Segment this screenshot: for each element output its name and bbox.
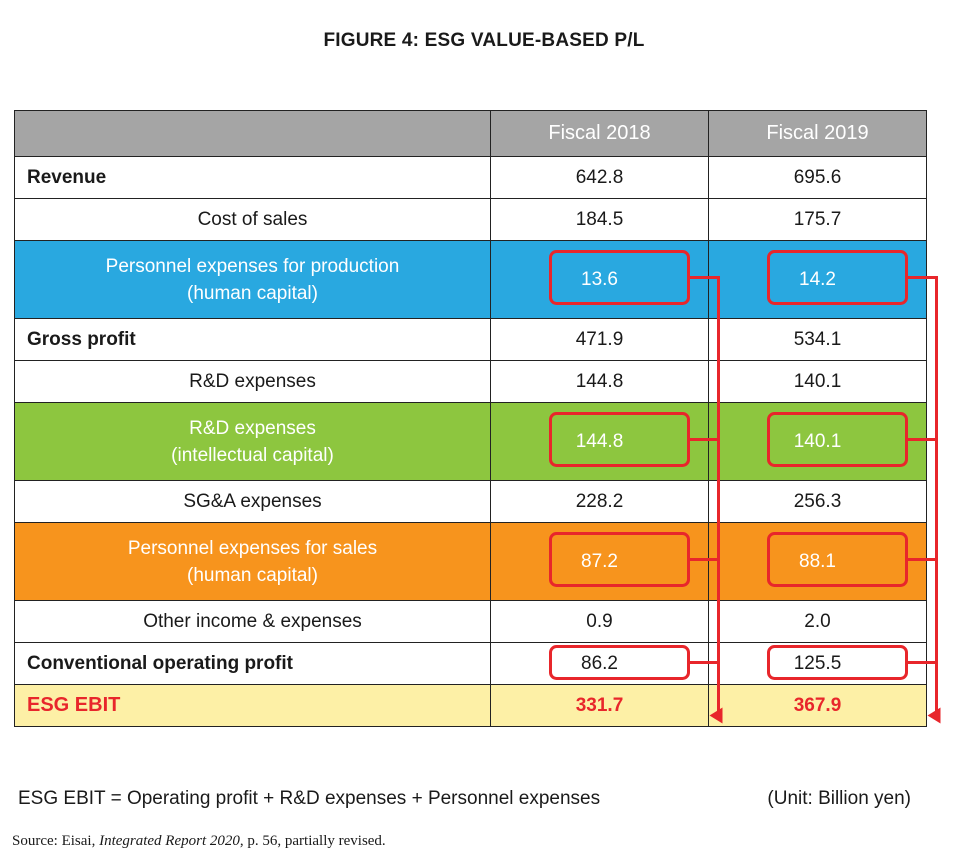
value-fy2018: 184.5 — [490, 198, 709, 241]
connector-arrowhead-fy2019 — [927, 707, 941, 724]
table-row-personnel-production: Personnel expenses for production (human… — [14, 240, 927, 319]
value-fy2018: 144.8 — [490, 402, 709, 481]
value-fy2019: 2.0 — [708, 600, 927, 643]
value-fy2019: 125.5 — [708, 642, 927, 685]
table-row-revenue: Revenue 642.8 695.6 — [14, 156, 927, 199]
row-label-line-1: Personnel expenses for sales — [127, 537, 378, 559]
table-row-personnel-sales: Personnel expenses for sales (human capi… — [14, 522, 927, 601]
value-fy2019: 14.2 — [708, 240, 927, 319]
value-fy2019: 140.1 — [708, 402, 927, 481]
value-fy2018: 642.8 — [490, 156, 709, 199]
row-label: Conventional operating profit — [14, 642, 491, 685]
value-fy2018: 0.9 — [490, 600, 709, 643]
table-row-sga-expenses: SG&A expenses 228.2 256.3 — [14, 480, 927, 523]
value-fy2018: 13.6 — [490, 240, 709, 319]
source-title: Integrated Report 2020 — [99, 833, 240, 849]
row-label-line-1: Personnel expenses for production — [105, 255, 400, 277]
table-row-esg-ebit: ESG EBIT 331.7 367.9 — [14, 684, 927, 727]
value-fy2018: 228.2 — [490, 480, 709, 523]
unit-note: (Unit: Billion yen) — [767, 788, 911, 809]
value-fy2019: 534.1 — [708, 318, 927, 361]
esg-pl-table: Fiscal 2018 Fiscal 2019 Revenue 642.8 69… — [14, 110, 927, 727]
table-row-rd-intellectual: R&D expenses (intellectual capital) 144.… — [14, 402, 927, 481]
value-fy2019: 695.6 — [708, 156, 927, 199]
value-fy2019: 175.7 — [708, 198, 927, 241]
row-label: Personnel expenses for production (human… — [14, 240, 491, 319]
row-label: ESG EBIT — [14, 684, 491, 727]
row-label: Gross profit — [14, 318, 491, 361]
row-label: Other income & expenses — [14, 600, 491, 643]
value-fy2019: 88.1 — [708, 522, 927, 601]
row-label: SG&A expenses — [14, 480, 491, 523]
header-cell-empty — [14, 110, 491, 157]
value-fy2019: 367.9 — [708, 684, 927, 727]
row-label-line-2: (intellectual capital) — [171, 444, 334, 466]
value-fy2019: 256.3 — [708, 480, 927, 523]
value-fy2018: 144.8 — [490, 360, 709, 403]
header-cell-fy2019: Fiscal 2019 — [708, 110, 927, 157]
row-label: Revenue — [14, 156, 491, 199]
source-note: Source: Eisai, Integrated Report 2020, p… — [12, 833, 386, 850]
value-fy2018: 331.7 — [490, 684, 709, 727]
source-suffix: , p. 56, partially revised. — [239, 833, 386, 849]
table-row-rd-expenses: R&D expenses 144.8 140.1 — [14, 360, 927, 403]
header-cell-fy2018: Fiscal 2018 — [490, 110, 709, 157]
figure-title: FIGURE 4: ESG VALUE-BASED P/L — [323, 30, 645, 51]
row-label-line-2: (human capital) — [187, 282, 318, 304]
table-row-cost-of-sales: Cost of sales 184.5 175.7 — [14, 198, 927, 241]
value-fy2019: 140.1 — [708, 360, 927, 403]
table-row-conventional-operating-profit: Conventional operating profit 86.2 125.5 — [14, 642, 927, 685]
table-row-other-income: Other income & expenses 0.9 2.0 — [14, 600, 927, 643]
value-fy2018: 87.2 — [490, 522, 709, 601]
table-row-gross-profit: Gross profit 471.9 534.1 — [14, 318, 927, 361]
row-label: R&D expenses (intellectual capital) — [14, 402, 491, 481]
row-label: R&D expenses — [14, 360, 491, 403]
table-header-row: Fiscal 2018 Fiscal 2019 — [14, 110, 927, 157]
row-label-line-2: (human capital) — [187, 564, 318, 586]
value-fy2018: 86.2 — [490, 642, 709, 685]
row-label-line-1: R&D expenses — [189, 417, 316, 439]
source-prefix: Source: Eisai, — [12, 833, 100, 849]
esg-ebit-formula: ESG EBIT = Operating profit + R&D expens… — [18, 788, 601, 809]
row-label: Cost of sales — [14, 198, 491, 241]
row-label: Personnel expenses for sales (human capi… — [14, 522, 491, 601]
value-fy2018: 471.9 — [490, 318, 709, 361]
